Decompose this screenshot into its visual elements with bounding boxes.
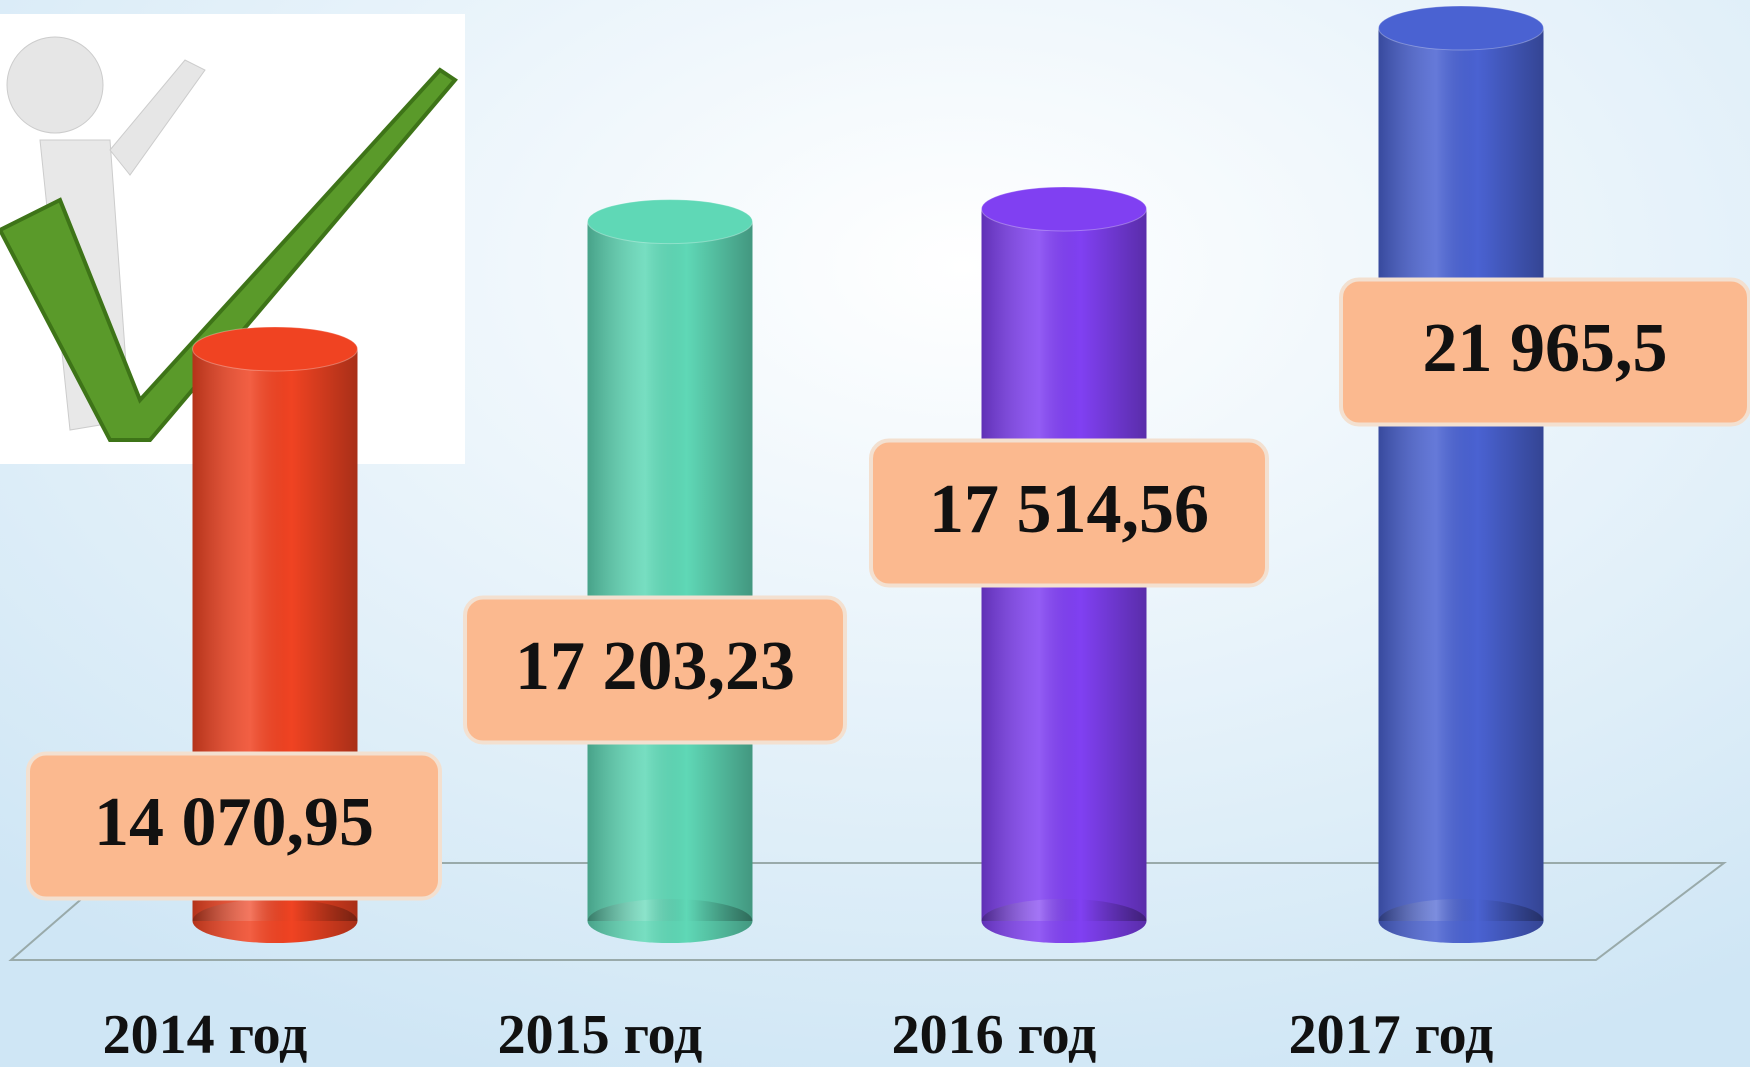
bar-shade xyxy=(1378,28,1544,921)
cylinder-bottom-shade xyxy=(981,899,1147,943)
value-label-box xyxy=(869,438,1269,588)
cylinder-bottom-shade xyxy=(587,899,753,943)
illustration xyxy=(0,14,465,464)
x-tick-label: 2017 год xyxy=(1289,1004,1494,1066)
x-tick-label: 2014 год xyxy=(103,1004,308,1066)
bar-shade xyxy=(587,221,753,922)
value-label: 17 514,56 xyxy=(929,471,1209,548)
value-label-box xyxy=(26,751,442,901)
cylinder-top xyxy=(192,326,358,372)
value-label-box xyxy=(463,595,847,745)
cylinder-bottom-shade xyxy=(192,899,358,943)
x-tick-label: 2015 год xyxy=(498,1004,703,1066)
value-label: 17 203,23 xyxy=(515,628,795,705)
cylinder-top xyxy=(587,199,753,245)
value-label: 21 965,5 xyxy=(1423,310,1668,387)
cylinder-top xyxy=(1378,5,1544,51)
value-label: 14 070,95 xyxy=(94,784,374,861)
value-label-box xyxy=(1339,277,1750,427)
x-tick-label: 2016 год xyxy=(892,1004,1097,1066)
cylinder-top xyxy=(981,186,1147,232)
cylinder-bottom-shade xyxy=(1378,899,1544,943)
